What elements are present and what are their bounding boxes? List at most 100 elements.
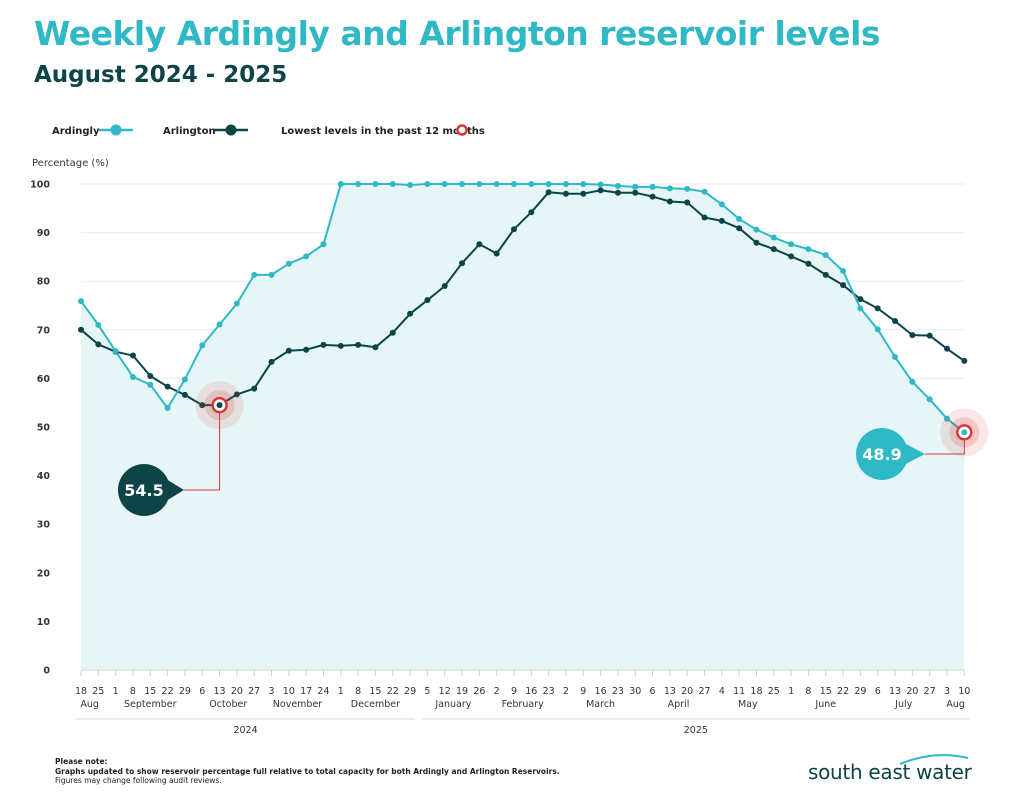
ardingly-point bbox=[614, 182, 621, 189]
arlington-point bbox=[788, 253, 795, 260]
arlington-point bbox=[268, 358, 275, 365]
ardingly-point bbox=[840, 267, 847, 274]
annotation-bubble bbox=[118, 464, 170, 516]
legend-lowest-marker bbox=[456, 124, 468, 136]
ardingly-point bbox=[181, 376, 188, 383]
legend-ardingly-label: Ardingly bbox=[52, 126, 100, 137]
x-tick-label: 6 bbox=[650, 686, 656, 697]
y-tick-label: 10 bbox=[37, 617, 51, 628]
y-tick-label: 50 bbox=[37, 423, 51, 434]
y-tick-label: 80 bbox=[37, 277, 51, 288]
x-tick-label: 11 bbox=[733, 686, 745, 697]
x-tick-label: 6 bbox=[875, 686, 881, 697]
footnote-line2: Figures may change following audit revie… bbox=[55, 776, 222, 785]
y-tick-label: 20 bbox=[37, 568, 51, 579]
x-tick-label: 2 bbox=[494, 686, 500, 697]
month-label: Aug bbox=[946, 699, 965, 710]
x-tick-label: 4 bbox=[719, 686, 725, 697]
x-tick-label: 23 bbox=[612, 686, 624, 697]
x-tick-label: 17 bbox=[300, 686, 312, 697]
x-tick-label: 26 bbox=[473, 686, 485, 697]
x-tick-label: 1 bbox=[338, 686, 344, 697]
arlington-point bbox=[944, 345, 950, 352]
month-label: December bbox=[351, 699, 400, 710]
arlington-point bbox=[562, 190, 569, 197]
ardingly-point bbox=[545, 181, 552, 187]
arlington-point bbox=[840, 282, 847, 289]
area-fill bbox=[81, 184, 965, 670]
arlington-point bbox=[961, 357, 968, 364]
ardingly-point bbox=[701, 188, 708, 195]
month-label: October bbox=[209, 699, 247, 710]
x-tick-label: 27 bbox=[248, 686, 260, 697]
ardingly-point bbox=[424, 181, 431, 187]
month-label: June bbox=[814, 699, 836, 710]
annotation-leader-line bbox=[925, 440, 965, 455]
arlington-point bbox=[892, 318, 899, 325]
x-tick-label: 25 bbox=[92, 686, 104, 697]
x-tick-label: 9 bbox=[511, 686, 517, 697]
ardingly-point bbox=[233, 300, 240, 307]
annotation-bubble-pointer bbox=[166, 479, 184, 501]
x-tick-label: 29 bbox=[179, 686, 191, 697]
legend-arlington-marker bbox=[225, 124, 237, 136]
arlington-point bbox=[424, 297, 431, 304]
legend: Ardingly Arlington Lowest levels in the … bbox=[52, 124, 485, 137]
annotation-value: 54.5 bbox=[124, 481, 163, 500]
x-tick-label: 24 bbox=[317, 686, 329, 697]
arlington-point bbox=[926, 332, 933, 339]
arlington-point bbox=[129, 352, 136, 359]
month-label: April bbox=[668, 699, 690, 710]
x-tick-label: 16 bbox=[525, 686, 537, 697]
arlington-point bbox=[372, 344, 379, 351]
ardingly-point bbox=[909, 378, 916, 385]
arlington-point bbox=[666, 198, 673, 205]
ardingly-point bbox=[736, 215, 743, 222]
x-tick-label: 29 bbox=[404, 686, 416, 697]
y-tick-label: 90 bbox=[37, 228, 51, 239]
ardingly-point bbox=[822, 251, 829, 258]
arlington-point bbox=[441, 283, 448, 290]
month-label: September bbox=[124, 699, 177, 710]
x-tick-label: 18 bbox=[750, 686, 762, 697]
x-tick-label: 16 bbox=[595, 686, 607, 697]
x-tick-label: 30 bbox=[629, 686, 641, 697]
footnote-line1: Graphs updated to show reservoir percent… bbox=[55, 766, 560, 776]
y-tick-label: 30 bbox=[37, 520, 51, 531]
logo-swoosh-icon bbox=[899, 754, 969, 765]
arlington-point bbox=[389, 329, 396, 336]
x-tick-label: 18 bbox=[75, 686, 87, 697]
ardingly-point bbox=[459, 181, 466, 187]
ardingly-point bbox=[441, 181, 448, 187]
x-tick-label: 3 bbox=[944, 686, 950, 697]
legend-arlington-label: Arlington bbox=[163, 126, 216, 137]
y-axis-title: Percentage (%) bbox=[32, 158, 109, 169]
arlington-point bbox=[805, 260, 812, 267]
series-points bbox=[78, 181, 968, 436]
lowest-marker-dot bbox=[216, 402, 223, 409]
x-tick-label: 10 bbox=[283, 686, 295, 697]
arlington-point bbox=[580, 190, 587, 197]
chart-title: Weekly Ardingly and Arlington reservoir … bbox=[34, 14, 881, 53]
x-tick-label: 1 bbox=[788, 686, 794, 697]
arlington-point bbox=[649, 193, 656, 200]
y-tick-label: 70 bbox=[37, 325, 51, 336]
chart-subtitle: August 2024 - 2025 bbox=[34, 62, 288, 88]
ardingly-point bbox=[320, 241, 327, 248]
arlington-point bbox=[407, 310, 414, 317]
arlington-point bbox=[753, 239, 760, 246]
ardingly-point bbox=[129, 373, 136, 380]
x-tick-label: 29 bbox=[854, 686, 866, 697]
ardingly-point bbox=[632, 183, 639, 190]
x-tick-label: 27 bbox=[698, 686, 710, 697]
x-tick-label: 15 bbox=[820, 686, 832, 697]
x-tick-label: 19 bbox=[456, 686, 468, 697]
x-axis: 18 25 1 8 15 22 29 6 13 20 27 3 10 17 24 1 8 15 22 29 5 12 19 2… bbox=[75, 669, 970, 736]
ardingly-point bbox=[580, 181, 587, 187]
arlington-point bbox=[874, 305, 881, 312]
x-tick-label: 13 bbox=[664, 686, 676, 697]
x-tick-label: 15 bbox=[369, 686, 381, 697]
ardingly-point bbox=[874, 326, 881, 333]
ardingly-point bbox=[372, 181, 379, 187]
